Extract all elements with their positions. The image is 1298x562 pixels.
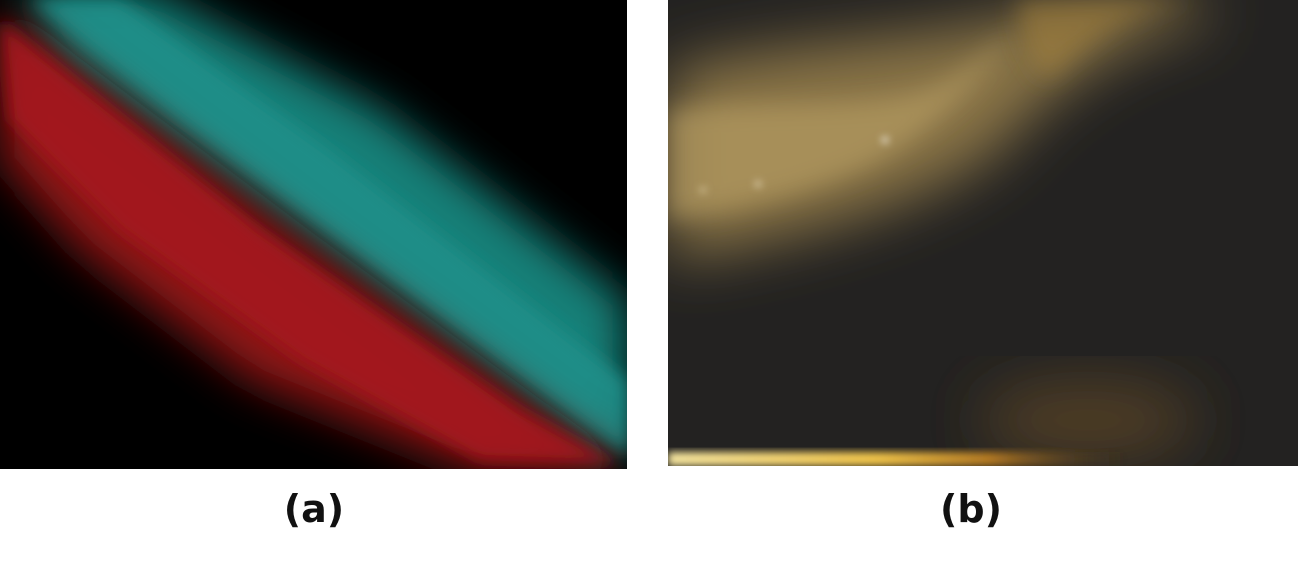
- bright-speck: [882, 137, 888, 143]
- panel-b-caption: (b): [940, 487, 1002, 531]
- bright-speck: [700, 187, 706, 193]
- upper-glow-core: [668, 30, 1018, 220]
- panel-a-graphic: [0, 0, 627, 469]
- bright-speck: [755, 181, 761, 187]
- red-band: [0, 10, 627, 469]
- bottom-edge-glow: [668, 452, 1128, 466]
- panel-b-image: [668, 0, 1298, 466]
- upper-glow: [668, 0, 1208, 260]
- cyan-band: [25, 0, 627, 469]
- upper-right-glow: [1018, 0, 1198, 80]
- panel-b-graphic: [668, 0, 1298, 466]
- panel-a-image: [0, 0, 627, 469]
- cyan-band-core: [30, 0, 627, 455]
- lower-glow: [978, 380, 1198, 460]
- panel-a-caption: (a): [283, 487, 345, 531]
